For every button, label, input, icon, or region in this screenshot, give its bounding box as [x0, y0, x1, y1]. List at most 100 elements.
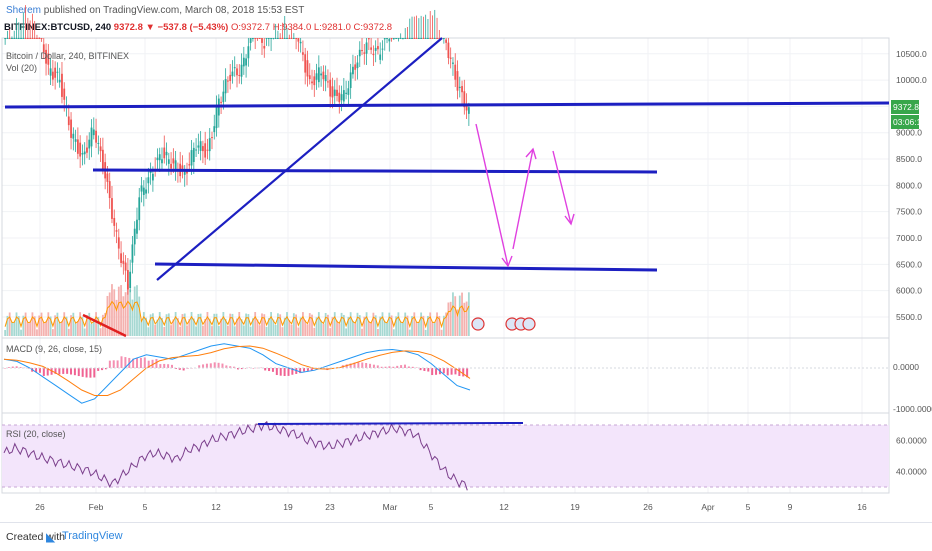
candle-body	[138, 197, 141, 221]
candle-body	[20, 38, 22, 39]
rsi-trendline[interactable]	[257, 422, 524, 425]
candle-body	[417, 38, 420, 39]
volume-bar	[133, 286, 136, 336]
volume-bar	[299, 317, 302, 336]
candle-body	[433, 38, 436, 39]
volume-bar	[274, 324, 277, 336]
projection-arrows[interactable]	[475, 123, 575, 268]
candle-body	[163, 147, 166, 159]
publication-info: Sherem published on TradingView.com, Mar…	[6, 5, 304, 16]
candle-body	[397, 38, 400, 39]
trendline-rising[interactable]	[156, 37, 443, 281]
macd-hist-bar	[159, 364, 162, 368]
volume-bar	[381, 312, 384, 336]
candle-body	[49, 68, 52, 76]
volume-bar	[29, 321, 32, 336]
macd-hist-bar	[415, 367, 418, 369]
volume-bar	[83, 328, 86, 336]
candle-body	[427, 38, 429, 39]
volume-bar	[147, 327, 150, 336]
volume-bar	[63, 312, 66, 336]
candle-body	[277, 38, 279, 39]
tradingview-logo-icon[interactable]: ◣	[46, 530, 56, 544]
volume-bar	[138, 296, 141, 336]
volume-bar	[97, 317, 100, 336]
candle-body	[456, 71, 459, 91]
candle-body	[4, 38, 7, 39]
hline-support-6350[interactable]	[154, 262, 658, 272]
down-arrow-icon: ▼	[145, 22, 155, 33]
volume-bar	[297, 327, 300, 336]
candle-body	[399, 38, 402, 39]
volume-bar	[224, 318, 227, 336]
macd-hist-bar	[73, 368, 76, 376]
macd-axis[interactable]: 0.0000 -1000.0000	[893, 362, 932, 414]
candle-body	[61, 73, 63, 97]
volume-bar	[126, 284, 129, 336]
volume-red-segment[interactable]	[82, 313, 127, 338]
candle-body	[358, 49, 361, 57]
volume-bar	[436, 312, 438, 336]
rsi-axis[interactable]: 60.0000 40.0000	[896, 436, 927, 477]
candle-body	[370, 47, 373, 50]
volume-bar	[379, 316, 382, 336]
macd-hist-bar	[466, 368, 469, 378]
macd-hist-bar	[108, 360, 111, 368]
candle-body	[292, 38, 295, 39]
candle-body	[83, 151, 86, 155]
volume-bar	[111, 284, 113, 336]
author-link[interactable]: Sherem	[6, 5, 42, 16]
time-tick-label: 5	[746, 502, 751, 512]
volume-bar	[340, 312, 343, 336]
volume-bar	[283, 317, 286, 336]
macd-hist-bar	[27, 368, 30, 369]
volume-bar	[220, 318, 222, 336]
candle-body	[274, 38, 277, 39]
candle-body	[45, 49, 47, 64]
chart-canvas[interactable]: Bitcoin / Dollar, 240, BITFINEX Vol (20)…	[0, 0, 932, 522]
macd-hist-bar	[427, 368, 430, 372]
hline-resistance-8200[interactable]	[92, 168, 658, 174]
candle-body	[99, 146, 102, 152]
event-markers[interactable]	[471, 317, 536, 331]
volume-bar	[149, 314, 152, 336]
candles	[4, 5, 470, 295]
time-axis[interactable]: 26 Feb 5 12 19 23 Mar 5 12 19 26 Apr 5 9 16	[2, 492, 889, 512]
volume-bar	[304, 320, 307, 336]
volume-bar	[129, 289, 132, 336]
volume-bar	[229, 313, 232, 336]
volume-bar	[333, 312, 336, 336]
candle-body	[297, 38, 300, 42]
macd-hist-bar	[35, 368, 38, 373]
time-tick-label: 26	[643, 502, 653, 512]
candle-body	[108, 181, 111, 199]
candle-body	[88, 139, 91, 149]
macd-hist-bar	[361, 362, 364, 368]
candle-body	[263, 45, 266, 49]
macd-histogram	[4, 356, 469, 378]
price-axis[interactable]: 5500.0 6000.0 6500.0 7000.0 7500.0 8000.0 8500…	[896, 49, 927, 322]
hline-current-price[interactable]	[4, 101, 890, 109]
volume-bar	[315, 317, 318, 336]
macd-hist-bar	[275, 368, 278, 376]
volume-bar	[447, 302, 450, 336]
volume-bar	[49, 316, 52, 336]
macd-hist-bar	[403, 364, 406, 368]
candle-body	[383, 38, 386, 40]
macd-hist-bar	[77, 368, 80, 377]
volume-bar	[320, 320, 323, 336]
volume-bar	[213, 313, 216, 336]
volume-label: Vol (20)	[6, 63, 37, 73]
candle-body	[249, 38, 252, 43]
tradingview-brand[interactable]: TradingView	[62, 530, 123, 542]
macd-hist-bar	[112, 360, 115, 368]
candle-body	[115, 230, 118, 232]
candle-body	[42, 44, 45, 53]
price-change: −537.8 (−5.43%)	[157, 22, 229, 33]
candle-body	[372, 53, 375, 56]
rsi-band	[2, 425, 889, 487]
macd-hist-bar	[291, 368, 294, 375]
macd-hist-bar	[392, 366, 395, 368]
volume-bar	[8, 312, 11, 336]
macd-hist-bar	[407, 366, 410, 368]
